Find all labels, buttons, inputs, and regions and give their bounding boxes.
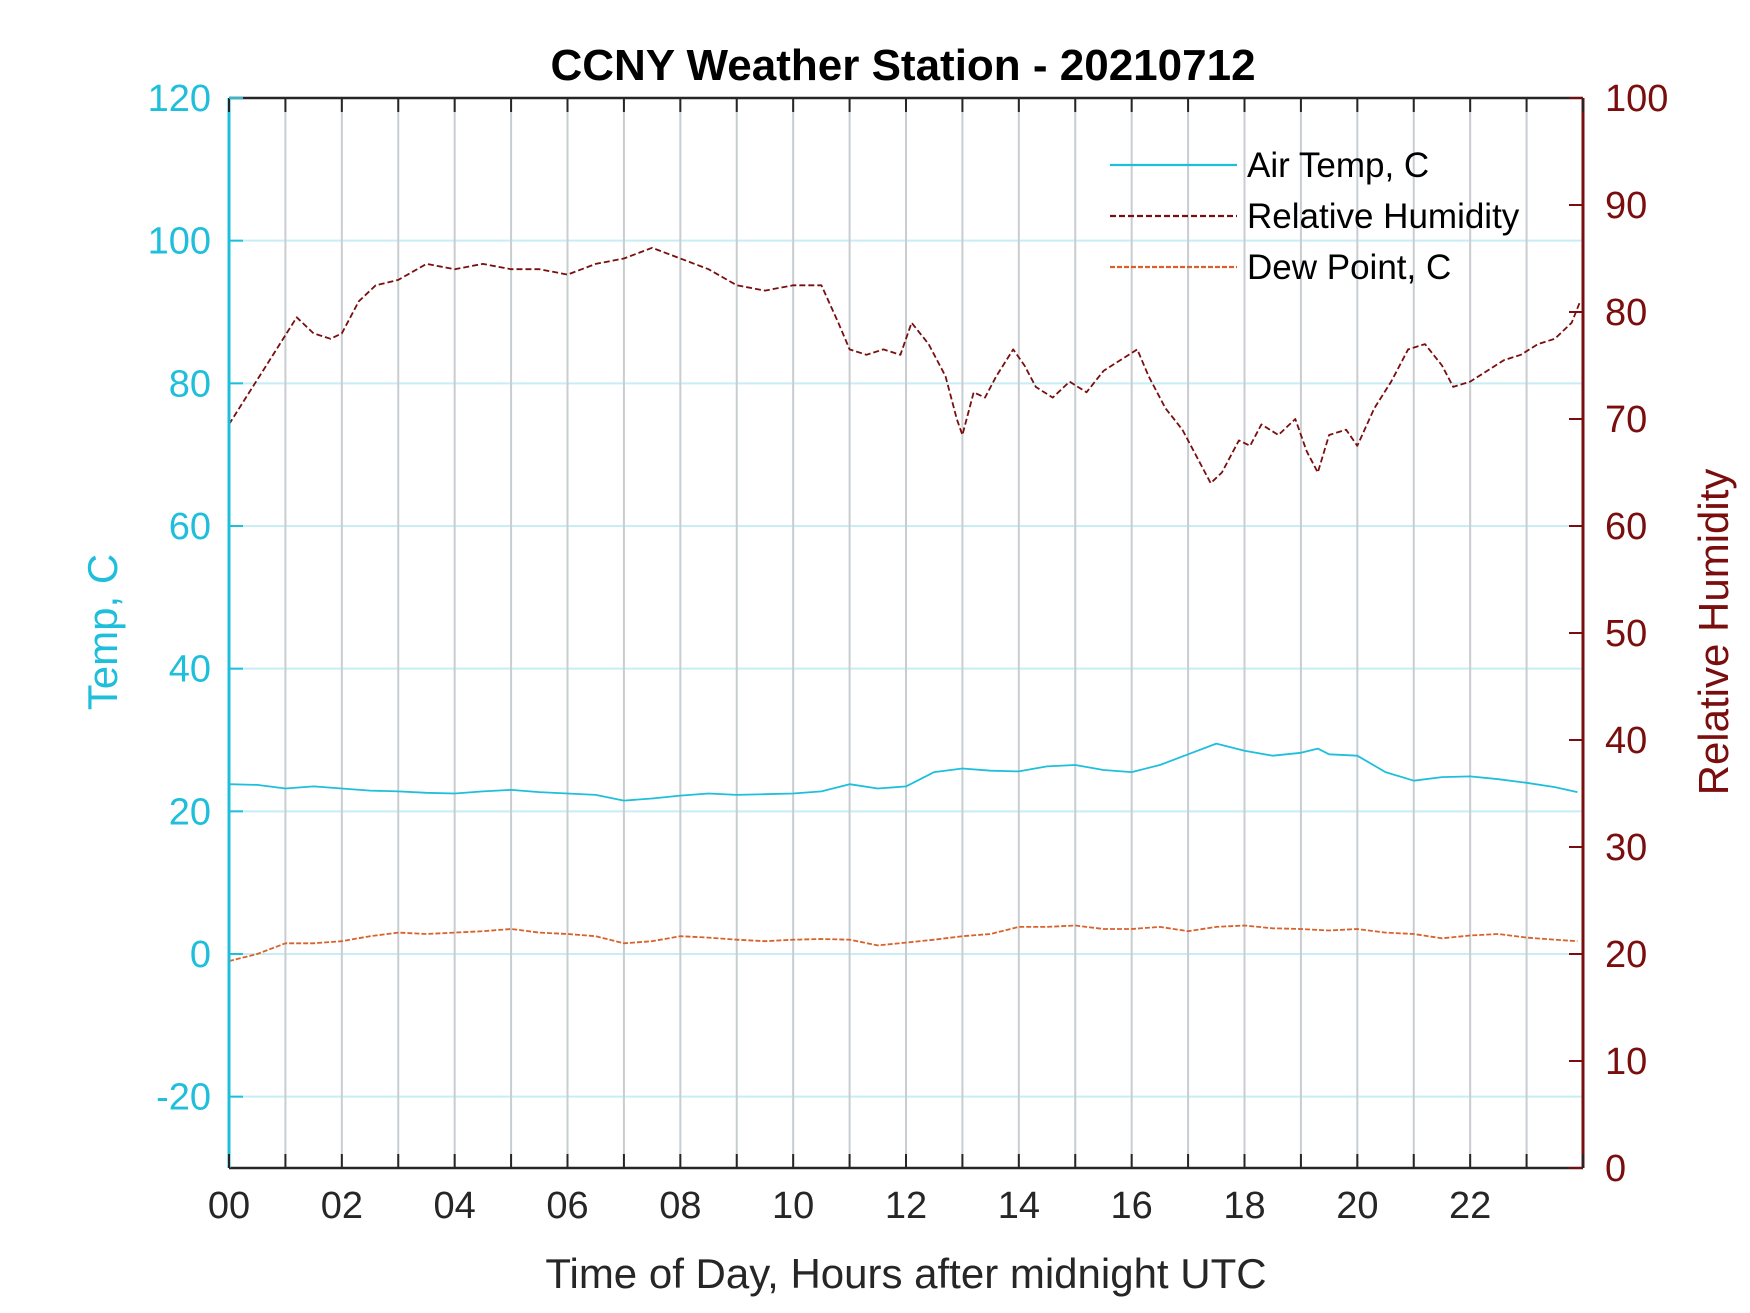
x-tick-label: 14 <box>998 1185 1040 1227</box>
chart-title: CCNY Weather Station - 20210712 <box>550 41 1255 90</box>
x-tick-label: 12 <box>885 1185 927 1227</box>
y-tick-label-right: 40 <box>1605 720 1647 762</box>
x-tick-label: 04 <box>434 1185 476 1227</box>
series-line-0 <box>228 742 1578 802</box>
series-layer <box>228 246 1582 962</box>
series-line-2 <box>228 924 1578 962</box>
y-tick-label-right: 90 <box>1605 185 1647 227</box>
x-tick-label: 02 <box>321 1185 363 1227</box>
y-tick-label-right: 70 <box>1605 399 1647 441</box>
x-tick-label: 20 <box>1336 1185 1378 1227</box>
x-tick-label: 22 <box>1449 1185 1491 1227</box>
y-tick-label-right: 50 <box>1605 613 1647 655</box>
y-tick-label-left: 0 <box>190 934 211 976</box>
y-tick-label-right: 0 <box>1605 1148 1626 1190</box>
x-axis-label: Time of Day, Hours after midnight UTC <box>545 1250 1266 1297</box>
y-tick-label-left: 20 <box>169 791 211 833</box>
x-tick-label: 10 <box>772 1185 814 1227</box>
y-tick-label-left: 100 <box>148 221 211 263</box>
y-tick-label-right: 30 <box>1605 827 1647 869</box>
legend-label-0: Air Temp, C <box>1247 146 1429 185</box>
y-axis-label-right: Relative Humidity <box>1690 469 1737 796</box>
y-tick-label-right: 60 <box>1605 506 1647 548</box>
y-tick-label-right: 100 <box>1605 78 1668 120</box>
y-tick-label-right: 80 <box>1605 292 1647 334</box>
x-tick-label: 08 <box>659 1185 701 1227</box>
y-tick-label-right: 20 <box>1605 934 1647 976</box>
x-tick-label: 18 <box>1223 1185 1265 1227</box>
y-tick-label-right: 10 <box>1605 1041 1647 1083</box>
y-tick-label-left: 120 <box>148 78 211 120</box>
y-tick-label-left: -20 <box>156 1077 211 1119</box>
x-tick-label: 16 <box>1111 1185 1153 1227</box>
legend-label-1: Relative Humidity <box>1247 197 1520 236</box>
series-line-1 <box>228 246 1582 485</box>
y-tick-label-left: 40 <box>169 649 211 691</box>
x-tick-label: 00 <box>208 1185 250 1227</box>
axes-layer: 00 02 04 06 08 10 12 14 16 18 20 22-200204060801001… <box>148 78 1669 1227</box>
y-tick-label-left: 80 <box>169 363 211 405</box>
grid-layer <box>229 97 1583 1168</box>
y-tick-label-left: 60 <box>169 506 211 548</box>
y-axis-label-left: Temp, C <box>79 554 126 710</box>
legend: Air Temp, C Relative Humidity Dew Point, C <box>1110 146 1520 287</box>
x-tick-label: 06 <box>546 1185 588 1227</box>
legend-label-2: Dew Point, C <box>1247 248 1451 287</box>
